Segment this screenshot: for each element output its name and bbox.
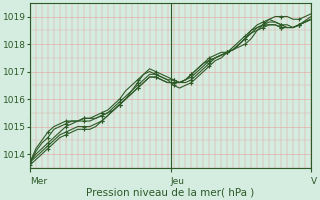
X-axis label: Pression niveau de la mer( hPa ): Pression niveau de la mer( hPa ) bbox=[86, 187, 255, 197]
